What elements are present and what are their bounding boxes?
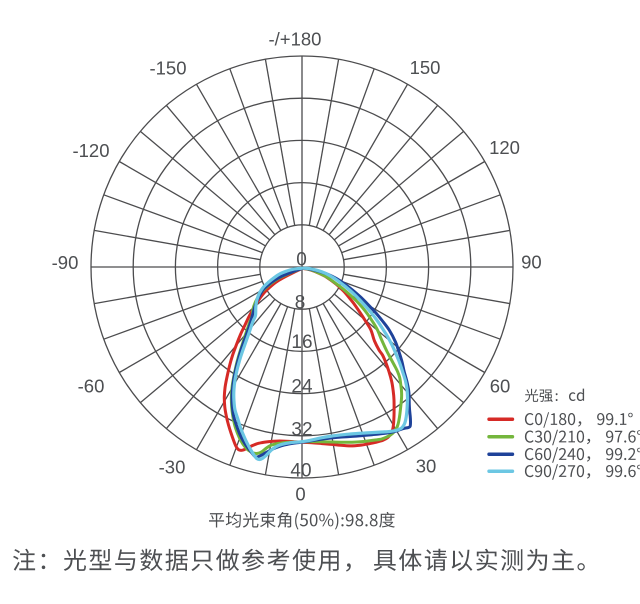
svg-text:-120: -120 bbox=[72, 140, 109, 161]
svg-text:-90: -90 bbox=[52, 252, 79, 273]
svg-text:0: 0 bbox=[295, 483, 305, 504]
svg-text:-/+180: -/+180 bbox=[269, 28, 322, 49]
svg-text:0: 0 bbox=[296, 250, 307, 271]
svg-text:40: 40 bbox=[290, 461, 311, 482]
svg-text:-60: -60 bbox=[78, 375, 105, 396]
svg-text:16: 16 bbox=[291, 332, 312, 353]
svg-text:24: 24 bbox=[291, 377, 313, 398]
svg-text:60: 60 bbox=[490, 375, 511, 396]
svg-text:32: 32 bbox=[291, 420, 312, 441]
svg-text:150: 150 bbox=[410, 57, 441, 78]
svg-text:8: 8 bbox=[295, 293, 306, 314]
svg-text:-30: -30 bbox=[159, 456, 186, 477]
svg-text:90: 90 bbox=[521, 252, 542, 273]
svg-text:-150: -150 bbox=[149, 57, 186, 78]
svg-text:30: 30 bbox=[416, 455, 437, 476]
svg-text:120: 120 bbox=[489, 137, 520, 158]
